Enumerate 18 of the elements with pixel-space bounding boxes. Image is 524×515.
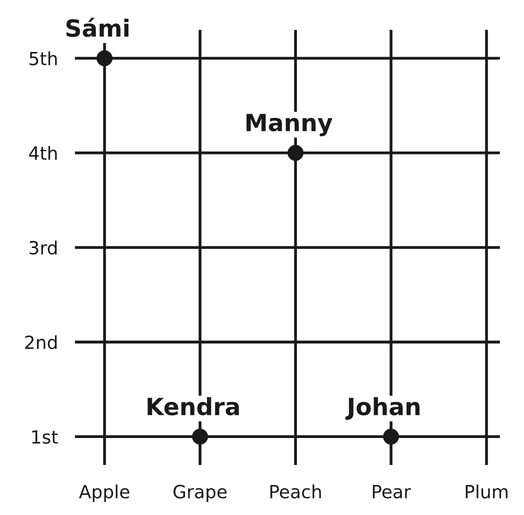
annotation: Kendra — [148, 397, 239, 416]
point — [383, 428, 400, 445]
y-tick-label: 1st — [32, 430, 58, 444]
y-tick-label: 2nd — [25, 335, 57, 350]
annotation: Johan — [345, 397, 420, 420]
annotation: Manny — [246, 114, 332, 136]
x-tick-label: Pear — [372, 485, 411, 498]
y-tick-label: 5th — [30, 51, 57, 66]
point — [96, 50, 113, 66]
y-tick-label: 3rd — [30, 240, 57, 255]
point — [192, 428, 208, 445]
annotation: Sámi — [66, 18, 128, 38]
point — [288, 144, 304, 161]
x-tick-label: Apple — [78, 484, 130, 502]
y-tick-label: 4th — [29, 146, 57, 160]
x-tick-label: Grape — [174, 484, 227, 502]
x-tick-label: Peach — [270, 484, 321, 498]
x-tick-label: Plum — [466, 484, 508, 498]
